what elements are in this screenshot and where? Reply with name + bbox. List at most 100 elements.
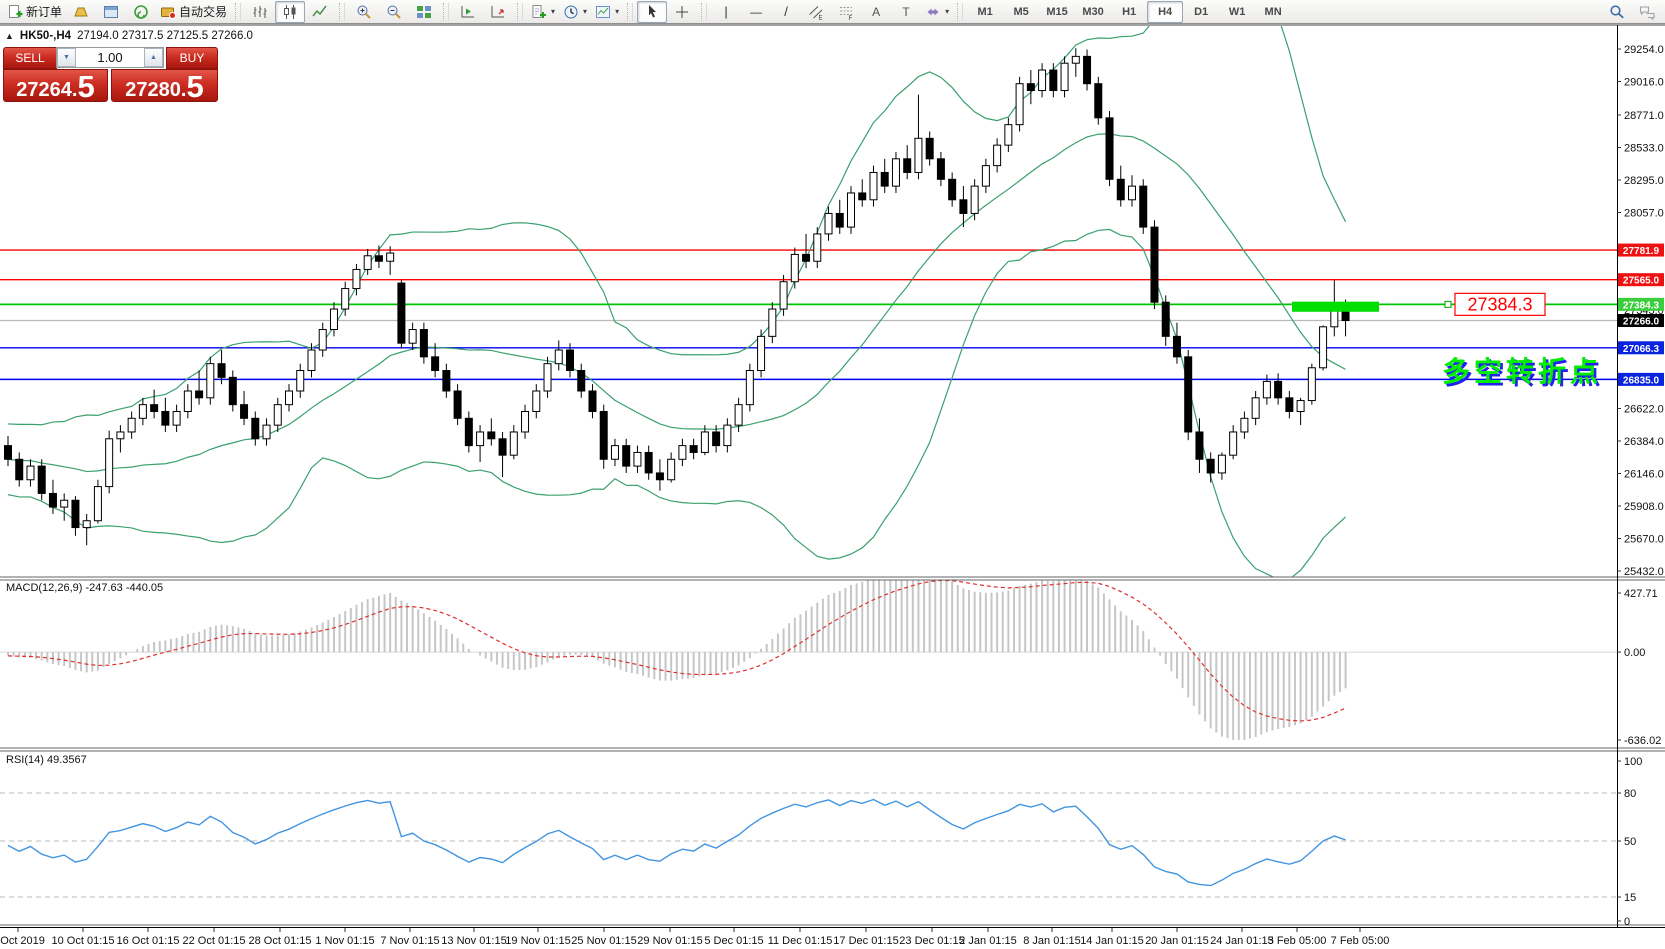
svg-text:25670.0: 25670.0	[1624, 533, 1664, 545]
svg-text:7 Nov 01:15: 7 Nov 01:15	[380, 935, 439, 947]
svg-text:100: 100	[1624, 756, 1642, 768]
macd-pane	[0, 580, 1617, 740]
templates-button[interactable]: ▾	[591, 1, 623, 23]
buy-price-main: 27280	[125, 79, 181, 101]
volume-down-button[interactable]: ▼	[57, 48, 76, 67]
channel-button[interactable]: E	[801, 1, 831, 23]
collapse-panel-icon[interactable]: ▲	[5, 31, 14, 41]
indicators-icon	[531, 4, 547, 20]
svg-text:7 Feb 05:00: 7 Feb 05:00	[1331, 935, 1390, 947]
tab-timeframe-H4[interactable]: H4	[1147, 0, 1184, 23]
tab-timeframe-M15[interactable]: M15	[1046, 5, 1068, 18]
zoom-out-button[interactable]	[379, 1, 409, 23]
price-callout-box	[1454, 292, 1546, 316]
volume-up-button[interactable]: ▲	[144, 48, 163, 67]
svg-text:16 Oct 01:15: 16 Oct 01:15	[117, 935, 180, 947]
shapes-button[interactable]: ▾	[921, 1, 953, 23]
candle-chart-icon	[282, 4, 298, 20]
vline-button[interactable]: |	[711, 1, 741, 23]
text-label-button[interactable]: T	[891, 1, 921, 23]
symbol-name: HK50-,H4	[19, 30, 72, 42]
tile-windows-icon	[416, 4, 432, 20]
price-badge	[1618, 243, 1664, 257]
trendline-button[interactable]: /	[771, 1, 801, 23]
tab-timeframe-W1[interactable]: W1	[1228, 5, 1246, 18]
new-order-icon	[7, 4, 23, 20]
svg-text:29254.0: 29254.0	[1624, 44, 1664, 56]
svg-text:23 Dec 01:15: 23 Dec 01:15	[899, 935, 964, 947]
bar-chart-button[interactable]	[245, 1, 275, 23]
zoom-out-icon	[386, 4, 402, 20]
toolbar-right-icons	[1602, 1, 1662, 23]
tab-timeframe-M30[interactable]: M30	[1082, 5, 1104, 18]
periods-button[interactable]: ▾	[559, 1, 591, 23]
symbol-header: ▲ HK50-,H4 27194.0 27317.5 27125.5 27266…	[5, 30, 253, 42]
tab-timeframe-M1[interactable]: M1	[977, 5, 993, 18]
auto-scroll-button[interactable]	[453, 1, 483, 23]
hline-icon: —	[750, 4, 763, 19]
indicators-button[interactable]: ▾	[527, 1, 559, 23]
cn-note-text: 多空转折点	[1442, 355, 1602, 387]
chat-button[interactable]	[1632, 1, 1662, 23]
search-icon	[1609, 4, 1625, 20]
chart-shift-icon	[490, 4, 506, 20]
buy-button[interactable]: 27280. 5	[111, 69, 218, 102]
svg-text:29016.0: 29016.0	[1624, 77, 1664, 89]
vline-icon: |	[724, 3, 728, 19]
svg-text:2 Jan 01:15: 2 Jan 01:15	[959, 935, 1017, 947]
toolbar-separator	[701, 2, 708, 21]
candle-chart-button[interactable]	[275, 0, 306, 23]
zoom-in-button[interactable]	[349, 1, 379, 23]
tab-timeframe-D1[interactable]: D1	[1194, 5, 1209, 18]
one-click-trading-panel: SELL ▼ ▲ BUY 27264.5 27280.5	[3, 47, 218, 103]
svg-text:27781.9: 27781.9	[1623, 246, 1660, 257]
svg-text:28295.0: 28295.0	[1624, 175, 1664, 187]
fibonacci-button[interactable]: F	[831, 1, 861, 23]
toolbar-separator	[443, 2, 450, 21]
search-button[interactable]	[1602, 1, 1632, 23]
svg-text:50: 50	[1624, 836, 1636, 848]
price-axis: 29254.0 29016.0 28771.0 28533.0 28295.0 28057…	[1617, 44, 1664, 928]
svg-text:3 Feb 05:00: 3 Feb 05:00	[1268, 935, 1327, 947]
auto-trading-label: 自动交易	[179, 5, 228, 19]
svg-text:29 Nov 01:15: 29 Nov 01:15	[637, 935, 702, 947]
market-watch-button[interactable]	[66, 1, 96, 23]
svg-text:14 Jan 01:15: 14 Jan 01:15	[1080, 935, 1144, 947]
volume-stepper: ▼ ▲	[56, 47, 164, 68]
data-window-button[interactable]	[96, 1, 126, 23]
chart-shift-button[interactable]	[483, 1, 513, 23]
line-chart-button[interactable]	[305, 1, 335, 23]
ohlc-values: 27194.0 27317.5 27125.5 27266.0	[77, 30, 253, 42]
text-button[interactable]: A	[861, 1, 891, 23]
sell-button[interactable]: 27264. 5	[3, 69, 108, 102]
crosshair-button[interactable]	[667, 1, 697, 23]
svg-text:3 Oct 2019: 3 Oct 2019	[0, 935, 45, 947]
svg-text:27266.0: 27266.0	[1623, 317, 1660, 328]
periods-icon	[563, 4, 579, 20]
svg-text:25 Nov 01:15: 25 Nov 01:15	[571, 935, 636, 947]
svg-text:0: 0	[1624, 916, 1630, 928]
svg-text:0.00: 0.00	[1624, 647, 1645, 659]
auto-trading-button[interactable]: 自动交易	[156, 1, 231, 23]
price-level-lines	[0, 249, 1617, 381]
volume-input[interactable]	[76, 48, 144, 67]
tab-timeframe-MN[interactable]: MN	[1264, 5, 1282, 18]
cursor-button[interactable]	[637, 0, 668, 23]
svg-text:28 Oct 01:15: 28 Oct 01:15	[249, 935, 312, 947]
price-badge	[1618, 273, 1664, 287]
tab-timeframe-M5[interactable]: M5	[1013, 5, 1029, 18]
svg-text:28057.0: 28057.0	[1624, 207, 1664, 219]
macd-label: MACD(12,26,9) -247.63 -440.05	[6, 582, 164, 594]
toolbar-separator	[957, 2, 964, 21]
svg-text:24 Jan 01:15: 24 Jan 01:15	[1210, 935, 1274, 947]
hline-button[interactable]: —	[741, 1, 771, 23]
chevron-down-icon: ▾	[945, 7, 950, 16]
tab-timeframe-H1[interactable]: H1	[1122, 5, 1137, 18]
tile-windows-button[interactable]	[409, 1, 439, 23]
svg-text:26146.0: 26146.0	[1624, 468, 1664, 480]
new-order-button[interactable]: 新订单	[3, 1, 66, 23]
navigator-button[interactable]	[126, 1, 156, 23]
toolbar-separator	[517, 2, 524, 21]
